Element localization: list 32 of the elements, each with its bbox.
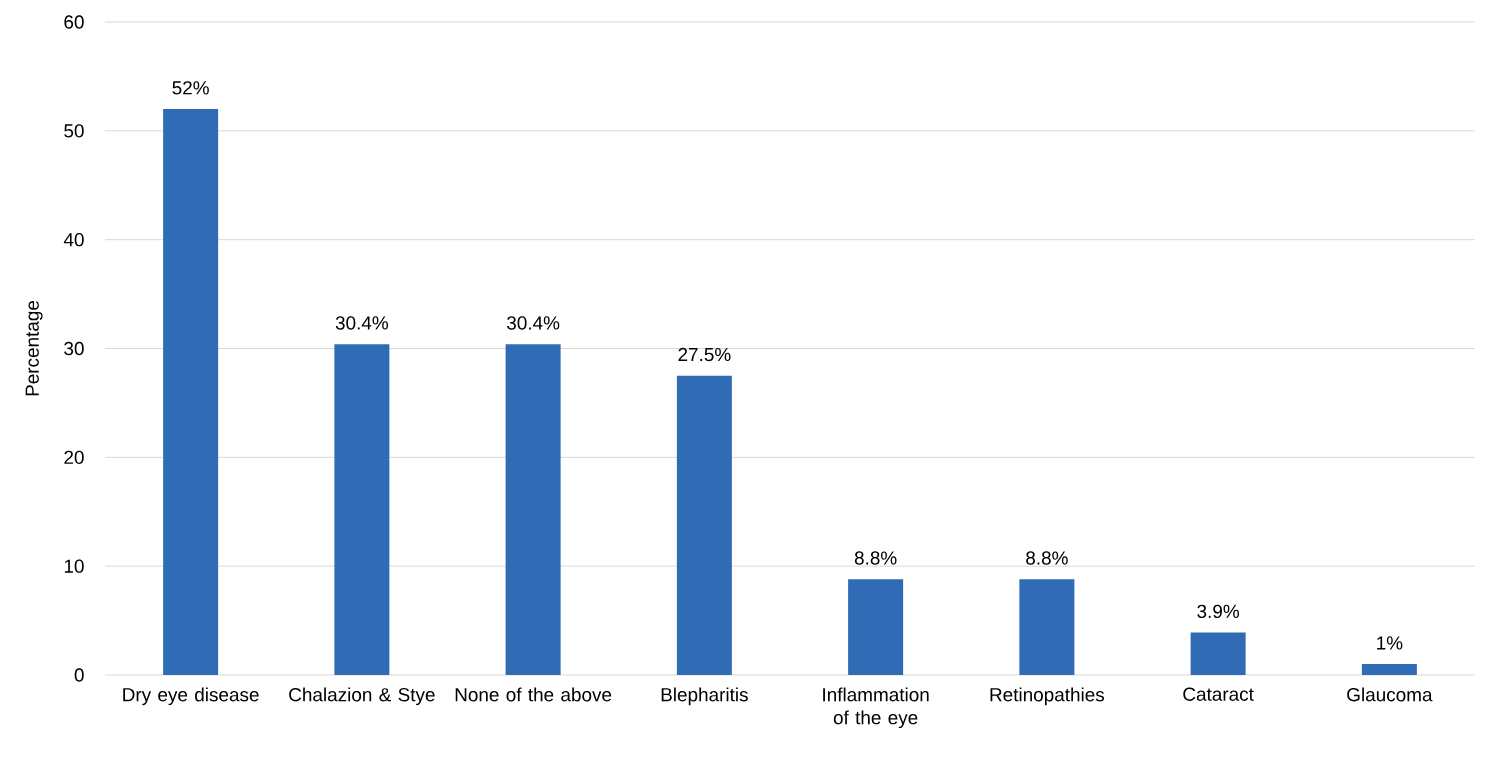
- y-axis-title: Percentage: [25, 300, 43, 396]
- bar: [1190, 632, 1246, 675]
- data-label: 3.9%: [1197, 604, 1240, 619]
- x-tick-label: Retinopathies: [990, 687, 1105, 706]
- y-tick-label: 10: [64, 559, 84, 573]
- bar: [848, 579, 904, 675]
- bar: [1361, 664, 1417, 675]
- x-tick-label: Glaucoma: [1347, 687, 1433, 702]
- x-tick-label: Chalazion & Stye: [289, 687, 435, 706]
- x-tick-label: Inflammation of the eye: [823, 687, 929, 729]
- x-tick-label: None of the above: [455, 687, 612, 702]
- data-label: 52%: [172, 81, 209, 95]
- x-tick-label: Cataract: [1183, 687, 1254, 701]
- data-label: 27.5%: [678, 347, 731, 362]
- x-tick-label: Dry eye disease: [123, 687, 259, 706]
- bar: [163, 109, 219, 675]
- data-label: 1%: [1377, 636, 1403, 650]
- x-tick-label: Blepharitis: [661, 687, 748, 706]
- bar: [505, 344, 561, 675]
- data-label: 30.4%: [507, 316, 560, 330]
- y-tick-label: 60: [64, 15, 84, 29]
- y-tick-label: 0: [74, 668, 84, 682]
- data-label: 30.4%: [335, 316, 389, 330]
- y-tick-label: 50: [64, 124, 84, 138]
- y-tick-label: 30: [64, 341, 84, 356]
- data-label: 8.8%: [854, 551, 897, 565]
- y-tick-label: 40: [63, 232, 84, 247]
- data-label: 8.8%: [1026, 551, 1068, 565]
- y-tick-label: 20: [64, 450, 84, 465]
- bar: [334, 344, 390, 675]
- bar: [1019, 579, 1075, 675]
- bar: [676, 375, 732, 675]
